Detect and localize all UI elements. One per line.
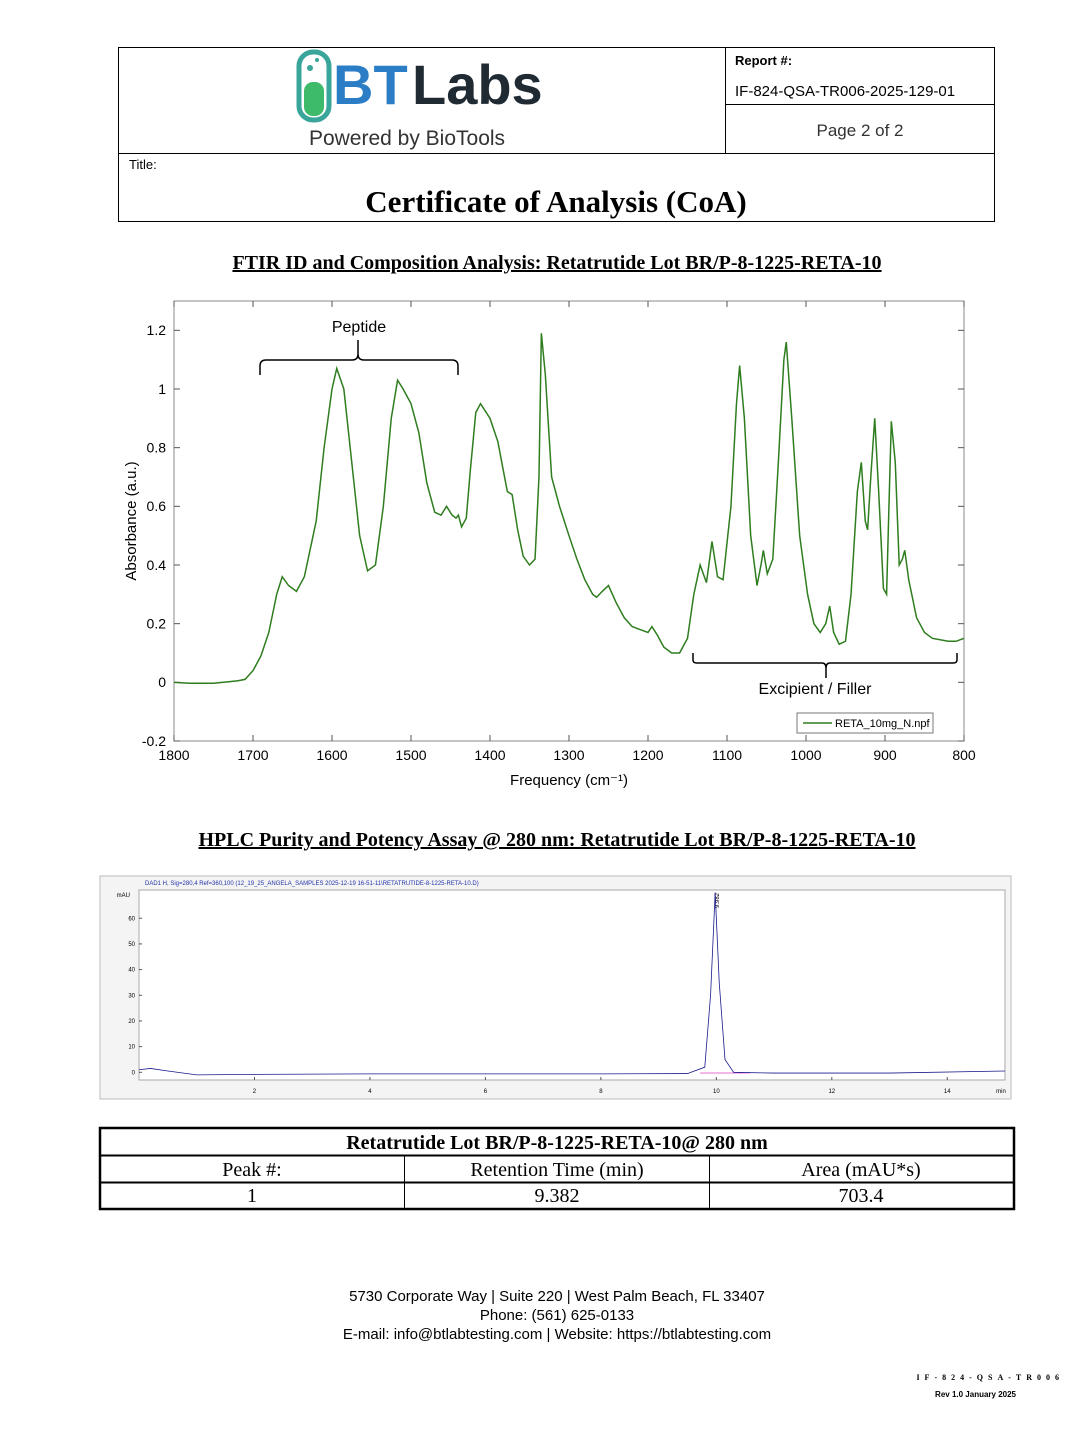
y-tick-label: 0: [158, 674, 166, 690]
x-tick-label: 12: [828, 1089, 835, 1095]
x-axis-label: Frequency (cm⁻¹): [510, 772, 628, 789]
x-tick-label: 1300: [553, 747, 584, 763]
y-tick-label: 1.2: [147, 322, 167, 338]
report-label: Report #:: [735, 53, 792, 68]
y-tick-label: 0: [132, 1070, 136, 1076]
doc-title: Certificate of Analysis (CoA): [365, 184, 746, 219]
brace: [259, 340, 459, 375]
table-cell: 9.382: [535, 1185, 580, 1207]
legend: [796, 712, 934, 734]
title-label: Title:: [129, 157, 157, 172]
y-tick-label: 30: [128, 993, 135, 999]
x-unit: min: [996, 1089, 1006, 1095]
y-tick-label: 10: [128, 1045, 135, 1051]
data-line: [173, 333, 965, 684]
y-tick-label: 0.8: [147, 440, 167, 456]
legend-label: RETA_10mg_N.npf: [835, 718, 931, 730]
y-tick-label: 50: [128, 942, 135, 948]
hplc-chart: DAD1 H, Sig=280,4 Ref=360,100 (12_19_25_…: [99, 875, 1012, 1100]
annotation: Peptide: [332, 319, 386, 336]
x-tick-label: 800: [952, 747, 976, 763]
y-tick-label: 20: [128, 1019, 135, 1025]
x-tick-label: 1800: [158, 747, 189, 763]
x-tick-label: 1000: [790, 747, 821, 763]
report-number: IF-824-QSA-TR006-2025-129-01: [735, 83, 955, 100]
table-header: Peak #:: [222, 1159, 281, 1181]
y-tick-label: -0.2: [142, 733, 166, 749]
x-tick-label: 1700: [237, 747, 268, 763]
header: [118, 47, 995, 222]
header-frame: [118, 47, 995, 222]
x-tick-label: 1100: [712, 747, 742, 763]
data-line: [138, 892, 1006, 1076]
y-tick-label: 0.4: [147, 557, 167, 573]
x-tick-label: 14: [944, 1089, 951, 1095]
x-tick-label: 4: [368, 1089, 372, 1095]
brace: [692, 653, 958, 678]
logo-text: BT: [333, 53, 408, 116]
x-tick-label: 10: [713, 1089, 720, 1095]
footer-line: 5730 Corporate Way | Suite 220 | West Pa…: [349, 1288, 765, 1305]
x-tick-label: 1400: [474, 747, 505, 763]
footer-line: E-mail: info@btlabtesting.com | Website:…: [343, 1326, 771, 1343]
logo-text: Labs: [412, 53, 543, 116]
form-code: IF-824-QSA-TR006: [916, 1373, 1064, 1382]
x-tick-label: 1600: [316, 747, 347, 763]
plot-frame: [138, 889, 1006, 1081]
x-tick-label: 8: [599, 1089, 603, 1095]
x-tick-label: 1200: [632, 747, 663, 763]
logo-icon: [296, 49, 332, 123]
y-tick-label: 0.2: [147, 616, 167, 632]
table-header: Area (mAU*s): [801, 1159, 920, 1181]
annotation: Excipient / Filler: [759, 681, 873, 698]
footer-line: Phone: (561) 625-0133: [480, 1307, 634, 1324]
table-header: Retention Time (min): [470, 1159, 643, 1181]
table-cell: 703.4: [839, 1185, 884, 1207]
x-tick-label: 900: [873, 747, 897, 763]
ftir-chart: Peptide Excipient / Filler RETA_10mg_N.n…: [123, 300, 976, 789]
y-tick-label: 60: [128, 916, 135, 922]
results-table: Retatrutide Lot BR/P-8-1225-RETA-10@ 280…: [98, 1126, 1016, 1211]
plot-frame: [173, 300, 965, 742]
y-tick-label: 40: [128, 968, 135, 974]
chart-subtitle: DAD1 H, Sig=280,4 Ref=360,100 (12_19_25_…: [145, 881, 479, 887]
y-unit: mAU: [117, 893, 130, 899]
section-heading: FTIR ID and Composition Analysis: Retatr…: [232, 252, 881, 274]
page-number: Page 2 of 2: [817, 121, 904, 140]
peak-label: 9.982: [715, 892, 721, 908]
x-tick-label: 1500: [395, 747, 426, 763]
y-axis-label: Absorbance (a.u.): [123, 461, 140, 580]
y-tick-label: 1: [158, 381, 166, 397]
y-tick-label: 0.6: [147, 498, 167, 514]
tagline: Powered by BioTools: [309, 127, 505, 150]
table-cell: 1: [247, 1185, 257, 1207]
x-tick-label: 2: [253, 1089, 257, 1095]
x-tick-label: 6: [484, 1089, 488, 1095]
section-heading: HPLC Purity and Potency Assay @ 280 nm: …: [198, 829, 915, 851]
revision: Rev 1.0 January 2025: [935, 1390, 1016, 1399]
table-title: Retatrutide Lot BR/P-8-1225-RETA-10@ 280…: [346, 1132, 768, 1154]
